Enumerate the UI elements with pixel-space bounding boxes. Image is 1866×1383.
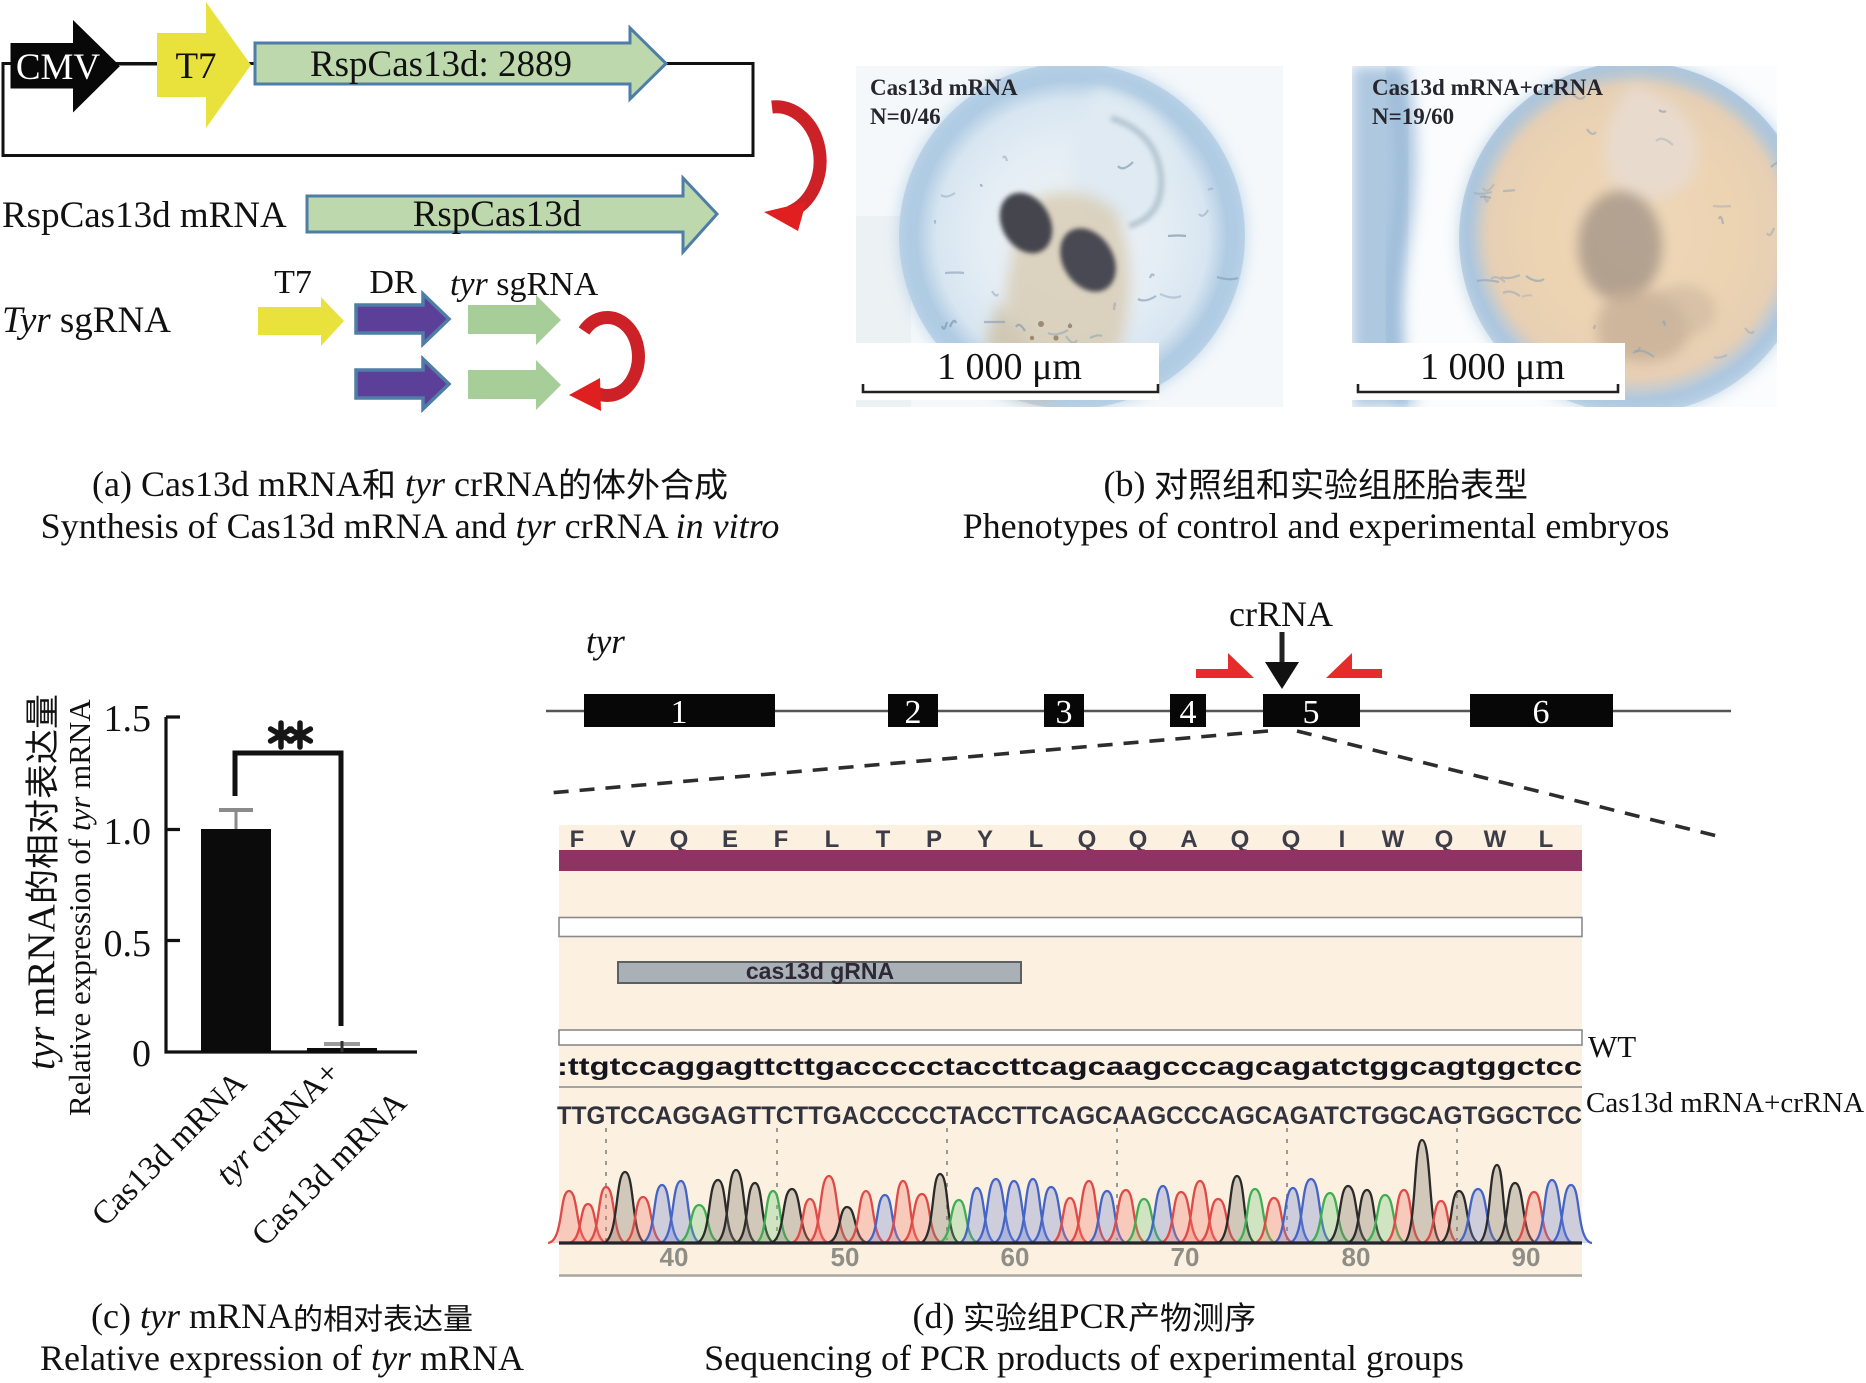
svg-text:TTGTCCAGGAGTTCTTGACCCCCTACCTTC: TTGTCCAGGAGTTCTTGACCCCCTACCTTCAGCAAGCCCA… <box>557 1102 1582 1130</box>
svg-text:A: A <box>1180 826 1197 853</box>
svg-text:L: L <box>1539 826 1554 853</box>
svg-text:90: 90 <box>1512 1242 1541 1272</box>
svg-text:Q: Q <box>1435 826 1454 853</box>
svg-text:50: 50 <box>831 1242 860 1272</box>
svg-text:40: 40 <box>660 1242 689 1272</box>
svg-text:crRNA: crRNA <box>1229 594 1333 634</box>
svg-text:W: W <box>1382 826 1405 853</box>
svg-text:6: 6 <box>1533 694 1550 731</box>
svg-text:E: E <box>722 826 738 853</box>
svg-text:Q: Q <box>1129 826 1148 853</box>
svg-text:3: 3 <box>1056 694 1073 731</box>
svg-text:5: 5 <box>1303 694 1320 731</box>
svg-text:RspCas13d: RspCas13d <box>413 194 582 235</box>
svg-text:80: 80 <box>1342 1242 1371 1272</box>
svg-text:0.5: 0.5 <box>104 923 152 965</box>
svg-text:2: 2 <box>905 694 922 731</box>
svg-text:70: 70 <box>1171 1242 1200 1272</box>
svg-text:1 000 μm: 1 000 μm <box>937 346 1082 388</box>
svg-text:L: L <box>1029 826 1044 853</box>
svg-text:Y: Y <box>977 826 993 853</box>
svg-text:60: 60 <box>1001 1242 1030 1272</box>
svg-text:WT: WT <box>1588 1029 1636 1064</box>
svg-text:1: 1 <box>671 694 688 731</box>
svg-text:W: W <box>1484 826 1507 853</box>
svg-text:L: L <box>825 826 840 853</box>
svg-text:Cas13d mRNA: Cas13d mRNA <box>870 75 1018 100</box>
svg-text:Q: Q <box>670 826 689 853</box>
svg-text::ttgtccaggagttcttgaccccctacctt: :ttgtccaggagttcttgaccccctaccttcagcaagccc… <box>557 1053 1582 1081</box>
svg-text:1.0: 1.0 <box>104 811 152 853</box>
svg-text:tyr sgRNA: tyr sgRNA <box>450 266 599 303</box>
svg-text:Cas13d mRNA+crRNA: Cas13d mRNA+crRNA <box>1586 1087 1864 1119</box>
svg-text:N=19/60: N=19/60 <box>1372 104 1454 129</box>
svg-text:T: T <box>876 826 891 853</box>
svg-text:Tyr sgRNA: Tyr sgRNA <box>2 300 171 341</box>
svg-text:T7: T7 <box>175 46 216 87</box>
svg-text:0: 0 <box>132 1033 151 1075</box>
svg-text:Q: Q <box>1282 826 1301 853</box>
svg-text:CMV: CMV <box>16 47 101 88</box>
svg-text:F: F <box>570 826 585 853</box>
svg-text:4: 4 <box>1180 694 1197 731</box>
svg-text:RspCas13d: 2889: RspCas13d: 2889 <box>310 44 572 85</box>
svg-text:Cas13d mRNA+crRNA: Cas13d mRNA+crRNA <box>1372 75 1603 100</box>
svg-text:N=0/46: N=0/46 <box>870 104 941 129</box>
svg-text:1.5: 1.5 <box>104 698 152 740</box>
svg-text:cas13d gRNA: cas13d gRNA <box>746 958 894 984</box>
svg-text:T7: T7 <box>274 264 312 301</box>
svg-text:tyr: tyr <box>586 622 625 661</box>
svg-text:V: V <box>620 826 636 853</box>
svg-text:DR: DR <box>369 264 417 301</box>
svg-text:RspCas13d mRNA: RspCas13d mRNA <box>2 195 287 236</box>
svg-text:Q: Q <box>1078 826 1097 853</box>
svg-text:I: I <box>1339 826 1346 853</box>
svg-text:F: F <box>774 826 789 853</box>
svg-text:Q: Q <box>1231 826 1250 853</box>
svg-text:P: P <box>926 826 942 853</box>
svg-text:1 000 μm: 1 000 μm <box>1420 346 1565 388</box>
